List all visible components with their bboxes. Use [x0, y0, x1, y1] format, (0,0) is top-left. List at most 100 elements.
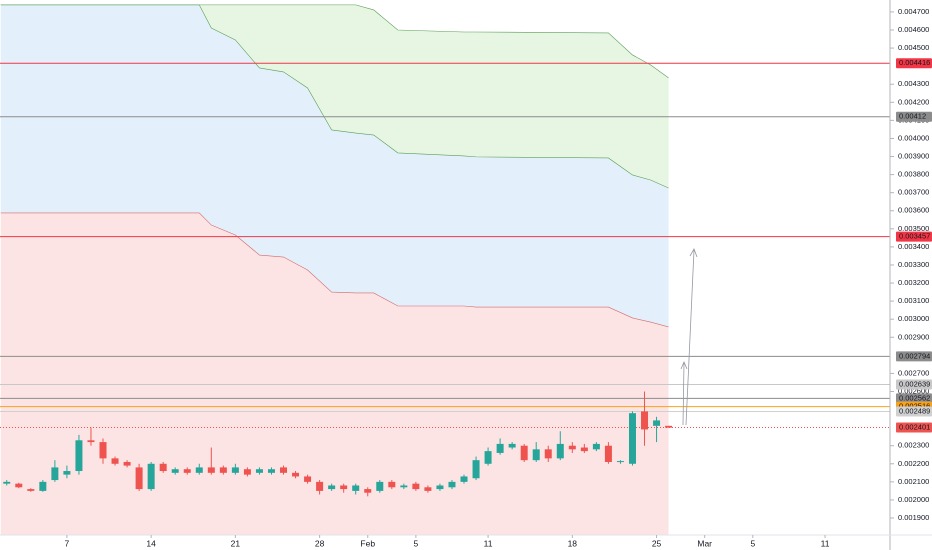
level-label: 0.002401 [899, 422, 930, 431]
level-label: 0.002489 [899, 407, 930, 416]
candle-body [219, 467, 227, 473]
y-tick-label: 0.002100 [898, 477, 929, 486]
level-box [896, 379, 932, 390]
candle-body [87, 440, 95, 443]
candle-body [123, 461, 131, 466]
level-label: 0.004416 [899, 58, 930, 67]
candle-body [424, 487, 432, 491]
candle-body [328, 485, 336, 490]
candle-body [641, 411, 649, 430]
y-tick-label: 0.002900 [898, 332, 929, 341]
level-label: 0.002516 [899, 402, 930, 411]
level-label: 0.002562 [899, 393, 930, 402]
band-line [0, 212, 669, 328]
candle-body [544, 449, 552, 459]
candle-body [195, 467, 203, 473]
y-tick-label: 0.002000 [898, 495, 929, 504]
candle-body [15, 483, 23, 488]
candle-body [207, 467, 215, 473]
candle-body [653, 420, 661, 426]
y-tick-label: 0.003700 [898, 188, 929, 197]
level-label: 0.00412 [899, 112, 926, 121]
y-tick-label: 0.001900 [898, 513, 929, 522]
band-line [0, 4, 669, 189]
candle-body [99, 442, 107, 459]
candle-body [3, 481, 11, 484]
candle-body [27, 489, 35, 491]
candle-body [508, 443, 516, 448]
y-tick-label: 0.004600 [898, 25, 929, 34]
y-tick-label: 0.003100 [898, 296, 929, 305]
candle-body [472, 460, 480, 479]
candle-body [159, 463, 167, 472]
level-box [896, 406, 932, 417]
candle-body [388, 481, 396, 488]
y-tick-label: 0.003900 [898, 152, 929, 161]
y-tick-label: 0.002600 [898, 386, 929, 395]
y-tick-label: 0.002700 [898, 368, 929, 377]
candle-body [231, 467, 239, 473]
candle-body [460, 476, 468, 482]
candle-body [316, 481, 324, 491]
x-tick-label: 5 [750, 538, 755, 548]
x-tick-label: 28 [315, 538, 325, 548]
band-line [0, 4, 669, 79]
level-box [896, 393, 932, 404]
candle-body [304, 476, 312, 482]
candle-body [340, 485, 348, 490]
y-tick-label: 0.003600 [898, 206, 929, 215]
plot [0, 62, 890, 497]
candle-body [436, 485, 444, 490]
y-tick-label: 0.004200 [898, 97, 929, 106]
candle-body [556, 443, 564, 459]
band-fill-upper [0, 4, 669, 188]
y-tick-label: 0.003000 [898, 314, 929, 323]
y-tick-label: 0.002300 [898, 441, 929, 450]
x-tick-label: Mar [697, 538, 712, 548]
y-tick-label: 0.004700 [898, 7, 929, 16]
candle-body [280, 467, 288, 473]
level-label: 0.002639 [899, 379, 930, 388]
candle-body [292, 472, 300, 477]
candle-body [135, 467, 143, 490]
y-tick-label: 0.003400 [898, 242, 929, 251]
candle-body [147, 463, 155, 490]
candle-body [568, 445, 576, 450]
level-label: 0.003457 [899, 232, 930, 241]
level-box [896, 111, 932, 122]
level-label: 0.002794 [899, 351, 930, 360]
candle-body [592, 443, 600, 450]
y-tick-label: 0.003800 [898, 170, 929, 179]
candle-body [364, 489, 372, 493]
x-tick-label: 5 [414, 538, 419, 548]
level-box [896, 231, 932, 242]
candle-body [111, 458, 119, 464]
candle-body [665, 425, 673, 428]
y-tick-label: 0.003300 [898, 260, 929, 269]
candle-body [448, 481, 456, 488]
x-tick-label: 11 [821, 538, 830, 548]
candle-body [412, 483, 420, 490]
candle-body [183, 469, 191, 473]
candle-body [580, 447, 588, 452]
background [0, 4, 669, 536]
x-tick-label: 18 [568, 538, 578, 548]
candle-body [400, 485, 408, 488]
candle-body [352, 485, 360, 491]
x-tick-label: 25 [652, 538, 662, 548]
candle-body [243, 469, 251, 475]
candle-body [51, 467, 59, 481]
y-tick-label: 0.004500 [898, 43, 929, 52]
y-tick-label: 0.002200 [898, 459, 929, 468]
band-fill-lower [0, 212, 669, 536]
candle-body [604, 445, 612, 462]
candle-body [75, 440, 83, 472]
candle-body [376, 481, 384, 491]
candle-body [171, 469, 179, 473]
candle-body [267, 469, 275, 473]
y-tick-label: 0.003200 [898, 278, 929, 287]
x-tick-label: 11 [484, 538, 493, 548]
candle-body [520, 445, 528, 461]
candle-body [628, 413, 636, 464]
